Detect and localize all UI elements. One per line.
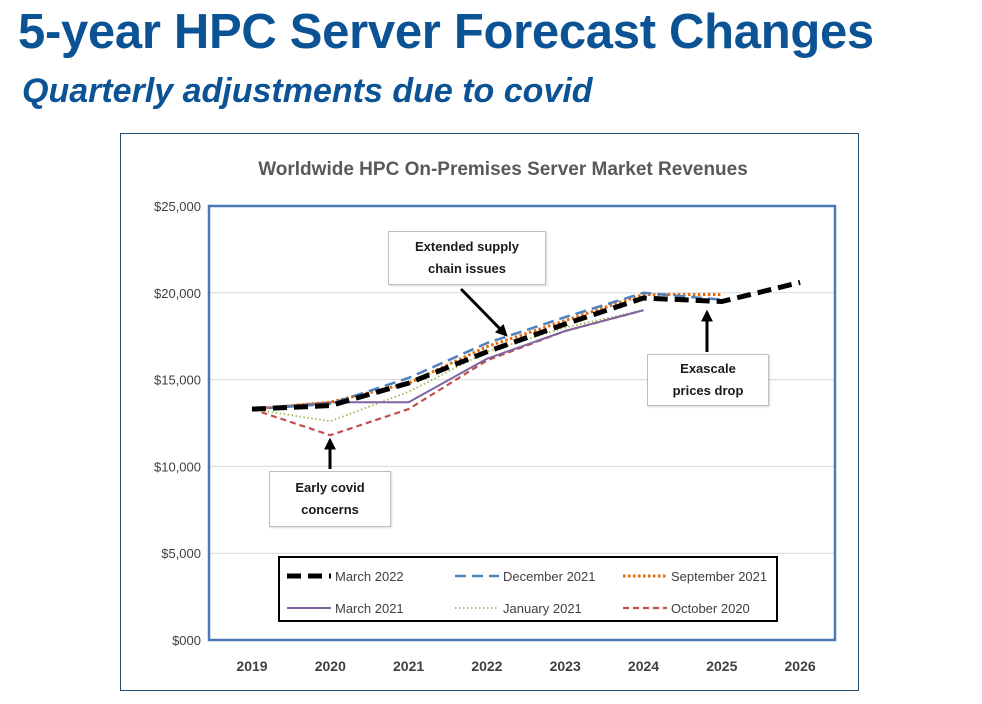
y-tick-label: $15,000	[154, 373, 201, 388]
revenue-line-chart: Worldwide HPC On-Premises Server Market …	[154, 159, 837, 674]
callout-exascale: Exascale prices drop	[647, 354, 769, 406]
y-tick-label: $20,000	[154, 286, 201, 301]
x-tick-label: 2020	[315, 658, 346, 674]
legend-label: January 2021	[503, 601, 582, 616]
legend-label: October 2020	[671, 601, 750, 616]
x-tick-label: 2023	[550, 658, 581, 674]
legend-label: September 2021	[671, 569, 767, 584]
slide-title: 5-year HPC Server Forecast Changes	[18, 5, 874, 59]
legend-label: March 2021	[335, 601, 404, 616]
callout-covid-line-1: Early covid	[295, 480, 365, 495]
y-tick-label: $000	[172, 633, 201, 648]
callout-supply-chain: Extended supply chain issues	[388, 231, 546, 285]
x-tick-label: 2026	[785, 658, 816, 674]
legend-label: March 2022	[335, 569, 404, 584]
arrow-supply-chain	[459, 287, 508, 337]
y-tick-label: $10,000	[154, 459, 201, 474]
legend	[278, 556, 778, 622]
callout-supply-line-2: chain issues	[427, 261, 507, 276]
callout-exascale-line-1: Exascale	[680, 361, 736, 376]
x-tick-label: 2022	[471, 658, 502, 674]
series-line-october-2020	[251, 309, 644, 437]
y-tick-label: $25,000	[154, 199, 201, 214]
x-tick-label: 2025	[706, 658, 737, 674]
callout-supply-line-1: Extended supply	[414, 239, 520, 254]
chart-title: Worldwide HPC On-Premises Server Market …	[258, 159, 748, 180]
callout-covid-line-2: concerns	[301, 502, 359, 517]
slide-subtitle: Quarterly adjustments due to covid	[22, 72, 593, 110]
callout-early-covid: Early covid concerns	[269, 471, 391, 527]
x-tick-label: 2021	[393, 658, 424, 674]
callout-exascale-line-2: prices drop	[672, 383, 744, 398]
plot-area	[207, 204, 837, 642]
x-tick-label: 2024	[628, 658, 659, 674]
x-tick-label: 2019	[236, 658, 267, 674]
legend-label: December 2021	[503, 569, 596, 584]
chart-frame: Worldwide HPC On-Premises Server Market …	[120, 133, 859, 691]
y-tick-label: $5,000	[161, 546, 201, 561]
series-line-september-2021	[251, 293, 722, 411]
series-line-december-2021	[251, 291, 722, 411]
series-line-march-2022	[251, 279, 801, 412]
